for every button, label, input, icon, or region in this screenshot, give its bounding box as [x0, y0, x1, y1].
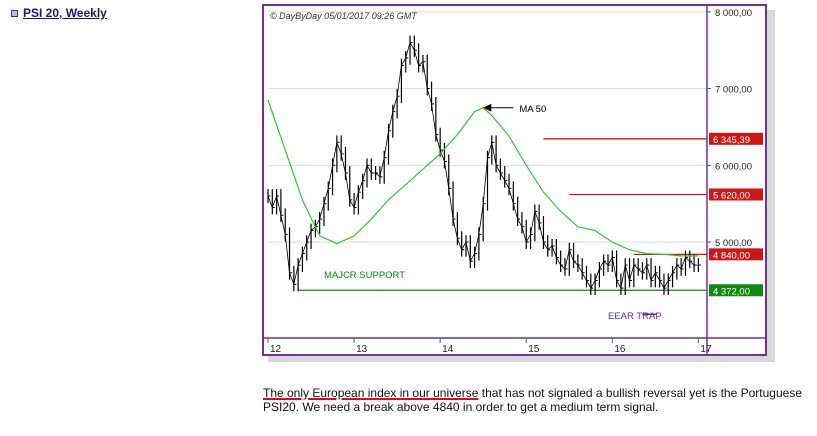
level-label-box — [709, 248, 763, 261]
level-label-box — [709, 188, 763, 201]
annotation-label: EEAR TRAP — [608, 311, 662, 322]
level-label: 4 372,00 — [713, 286, 750, 297]
commentary-highlight: The only European index in our universe — [263, 386, 479, 400]
x-tick-label: 14 — [442, 344, 454, 354]
annotation-label: MA 50 — [519, 104, 546, 115]
level-label-box — [709, 284, 763, 297]
chart-frame: 6 345,39 5 620,00 4 840,00 4 372,00 MA 50 MA… — [262, 4, 767, 356]
x-tick-label: 17 — [700, 344, 712, 354]
y-axis: 8 000,00 7 000,00 6 000,00 5 000,00 — [706, 6, 752, 354]
annotation-label: MAJCR SUPPORT — [324, 270, 405, 281]
moving-average-line — [267, 99, 699, 257]
x-tick-label: 15 — [528, 344, 540, 354]
price-chart: 6 345,395 620,004 840,004 372,00 MA 50MA… — [264, 6, 765, 355]
x-tick-label: 12 — [270, 344, 282, 354]
page-title-text: PSI 20, Weekly — [23, 6, 107, 20]
series-layer — [267, 35, 701, 296]
commentary-rest: that has not signaled a bullish reversal… — [263, 386, 802, 414]
level-label-box — [709, 132, 763, 145]
level-label: 5 620,00 — [713, 190, 750, 201]
level-label: 4 840,00 — [713, 250, 750, 261]
y-tick-label: 6 000,00 — [715, 161, 752, 172]
annotations: MA 50 MAJCR SUPPORT EEAR TRAP — [324, 103, 662, 322]
x-tick-label: 13 — [356, 344, 368, 354]
page-title[interactable]: PSI 20, Weekly — [11, 6, 107, 20]
y-tick-label: 7 000,00 — [715, 85, 752, 96]
annotation-arrow-head — [483, 103, 492, 112]
level-label: 6 345,39 — [713, 135, 750, 146]
bullet-icon — [11, 9, 18, 17]
x-axis: 12 13 14 15 16 17 — [264, 337, 765, 355]
x-tick-label: 16 — [614, 344, 626, 354]
price-line — [267, 41, 699, 290]
commentary: The only European index in our universe … — [263, 386, 803, 414]
y-tick-label: 8 000,00 — [715, 8, 752, 19]
chart-watermark: © DayByDay 05/01/2017 09:26 GMT — [270, 11, 418, 21]
y-tick-label: 5 000,00 — [715, 238, 752, 249]
